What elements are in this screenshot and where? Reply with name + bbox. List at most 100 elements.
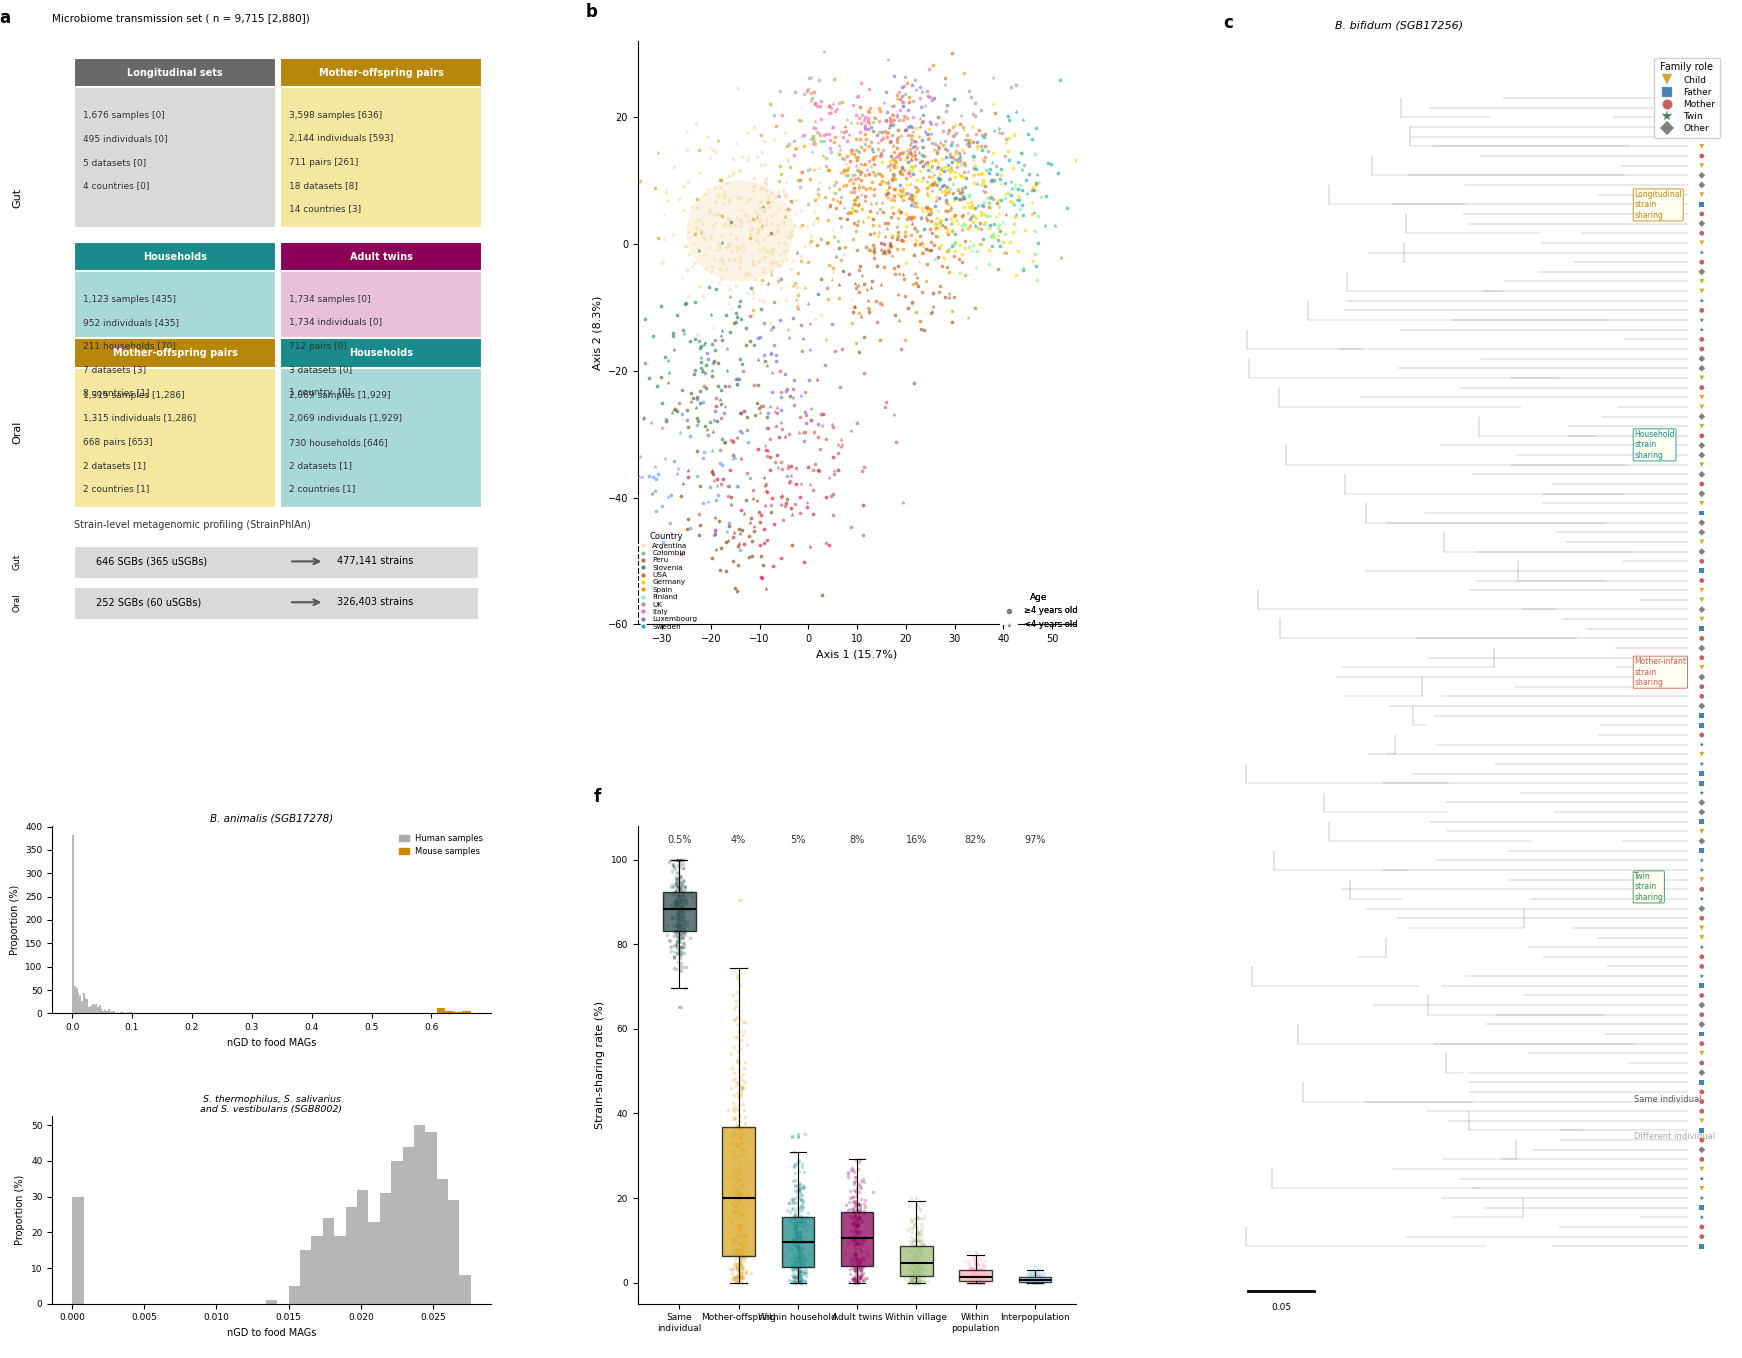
Point xyxy=(780,1224,808,1245)
Point xyxy=(824,459,852,481)
Point xyxy=(730,532,758,554)
Point xyxy=(935,145,963,167)
Point xyxy=(913,197,941,219)
Point xyxy=(841,1161,869,1183)
Point xyxy=(716,190,744,212)
Point xyxy=(970,1251,998,1272)
Point xyxy=(690,492,718,513)
Point xyxy=(934,139,962,160)
Point xyxy=(887,141,915,163)
Point xyxy=(958,1270,986,1291)
Point xyxy=(751,130,779,152)
Point xyxy=(897,1271,925,1293)
Point xyxy=(841,1180,869,1202)
Point xyxy=(657,907,685,929)
Point xyxy=(805,460,833,482)
Point xyxy=(981,170,1009,191)
Point xyxy=(754,530,782,551)
Legend: ≥4 years old, <4 years old: ≥4 years old, <4 years old xyxy=(998,589,1082,631)
Point xyxy=(918,223,946,244)
Point xyxy=(932,191,960,213)
Point xyxy=(679,387,707,409)
Point xyxy=(707,538,735,559)
Point xyxy=(899,1268,927,1290)
Point xyxy=(772,225,800,247)
Point xyxy=(852,178,880,200)
Point xyxy=(963,1264,991,1286)
Point xyxy=(916,219,944,240)
Point xyxy=(786,1206,814,1228)
Point xyxy=(899,1259,927,1281)
Point xyxy=(927,234,955,255)
Point xyxy=(944,148,972,170)
Point xyxy=(869,91,897,113)
Point xyxy=(901,155,928,177)
Point xyxy=(869,234,897,255)
Point xyxy=(728,1229,756,1251)
Point xyxy=(904,1245,932,1267)
Point xyxy=(794,1214,822,1236)
Point xyxy=(1688,319,1716,341)
Point xyxy=(930,67,958,88)
Point xyxy=(876,114,904,136)
Point xyxy=(779,386,807,407)
Point xyxy=(712,359,740,380)
Point xyxy=(913,238,941,259)
Point xyxy=(960,1271,988,1293)
Point xyxy=(664,854,692,876)
Point xyxy=(730,1262,758,1283)
Point xyxy=(916,111,944,133)
Bar xyxy=(300,1251,312,1304)
Point xyxy=(834,168,862,190)
Point xyxy=(1688,232,1716,254)
Point xyxy=(798,225,826,247)
Point xyxy=(1688,1090,1716,1112)
Point xyxy=(784,1152,812,1173)
Point xyxy=(758,488,786,509)
Point xyxy=(838,1160,866,1181)
Point xyxy=(841,1219,869,1241)
Point xyxy=(782,1218,810,1240)
Point xyxy=(786,1260,814,1282)
Point xyxy=(662,462,690,483)
Point xyxy=(667,896,695,918)
Point xyxy=(1030,1270,1057,1291)
Point xyxy=(902,1225,930,1247)
Point xyxy=(695,276,723,297)
Point xyxy=(923,136,951,158)
Point xyxy=(901,1251,928,1272)
Point xyxy=(730,1077,758,1099)
Point xyxy=(690,360,718,382)
Point xyxy=(827,428,855,449)
Point xyxy=(977,170,1005,191)
Point xyxy=(908,208,935,230)
Point xyxy=(1688,820,1716,842)
Point xyxy=(840,1259,868,1281)
Point xyxy=(962,1268,989,1290)
Point xyxy=(976,187,1003,209)
Point xyxy=(909,217,937,239)
Point xyxy=(725,1040,753,1062)
Point xyxy=(1688,975,1716,997)
Point xyxy=(850,124,878,145)
Point xyxy=(874,186,902,208)
Point xyxy=(951,212,979,234)
Point xyxy=(761,399,789,421)
Point xyxy=(897,1226,925,1248)
Point xyxy=(845,1268,873,1290)
Point xyxy=(906,1230,934,1252)
Point xyxy=(904,1236,932,1258)
Point xyxy=(840,1267,868,1289)
Point xyxy=(723,1264,751,1286)
Point xyxy=(669,198,697,220)
Point xyxy=(1688,193,1716,215)
Point xyxy=(793,1258,820,1279)
Point xyxy=(780,202,808,224)
Point xyxy=(965,1267,993,1289)
Point xyxy=(841,1206,869,1228)
Point xyxy=(732,1115,760,1137)
Point xyxy=(906,1271,934,1293)
Point xyxy=(967,1262,995,1283)
Point xyxy=(714,1167,742,1188)
Point xyxy=(676,243,704,265)
